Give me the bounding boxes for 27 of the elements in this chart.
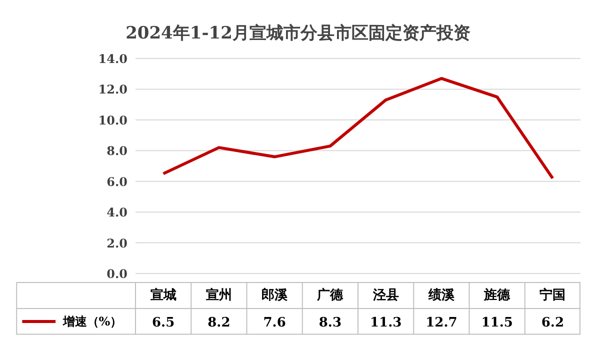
y-tick-label: 0.0 [106,267,128,281]
data-label: 7.6 [263,316,286,330]
y-tick-label: 6.0 [106,174,128,189]
y-tick-label: 4.0 [106,206,128,220]
data-label: 6.5 [152,316,175,330]
y-tick-label: 14.0 [98,52,128,66]
legend-label: 增速（%） [62,314,122,328]
chart-title: 2024年1-12月宣城市分县市区固定资产投资 [126,24,470,44]
data-label: 11.5 [481,316,513,330]
data-label: 12.7 [426,316,458,330]
y-tick-label: 2.0 [106,236,128,250]
line-series [162,76,554,180]
data-label: 8.2 [208,316,230,330]
x-tick-label: 泾县 [372,288,399,303]
x-tick-label: 宣州 [206,287,232,303]
y-tick-label: 8.0 [106,144,128,158]
x-tick-label: 旌德 [483,287,512,303]
y-tick-label: 12.0 [98,82,128,97]
x-tick-label: 宣城 [150,287,176,303]
x-tick-label: 郎溪 [262,287,289,303]
x-tick-label: 宁国 [540,287,566,303]
data-label: 8.3 [318,316,342,330]
data-label: 11.3 [370,316,402,330]
x-tick-label: 广德 [316,287,344,303]
data-label: 6.2 [541,316,564,330]
y-tick-label: 10.0 [98,113,128,128]
x-tick-label: 绩溪 [427,288,456,303]
